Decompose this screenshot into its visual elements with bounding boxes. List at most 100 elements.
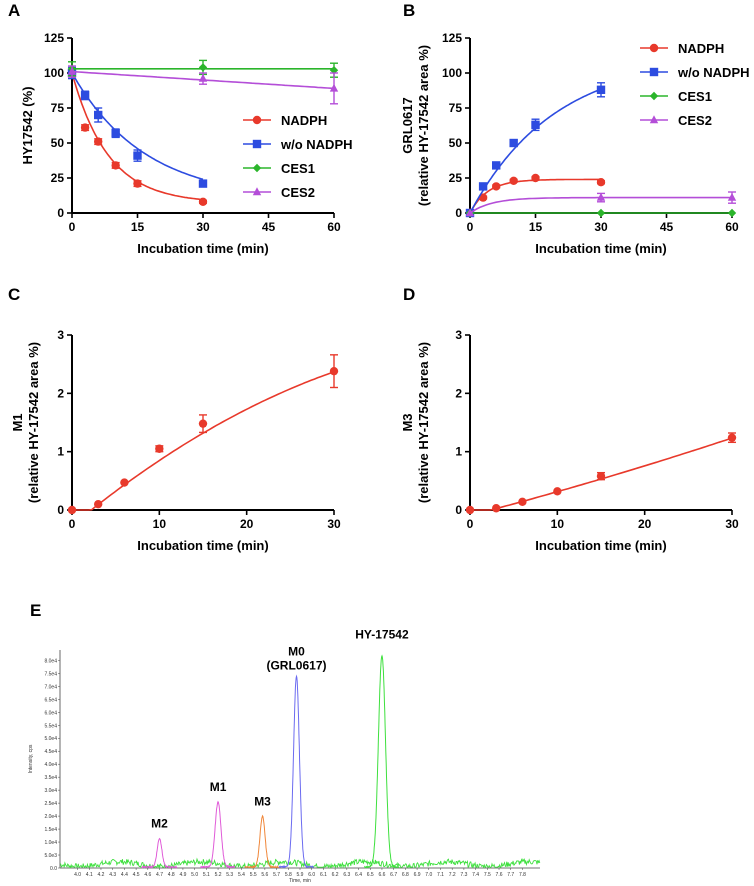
x-tick-label: 5.9 xyxy=(297,872,304,878)
x-tick-label: 30 xyxy=(594,220,608,234)
x-tick-label: 5.4 xyxy=(238,872,245,878)
y-axis-label-sub: (relative HY-17542 area %) xyxy=(26,342,41,503)
x-tick-label: 5.5 xyxy=(250,872,257,878)
x-axis-label: Incubation time (min) xyxy=(137,538,268,553)
legend-label: w/o NADPH xyxy=(677,65,750,80)
legend-label: w/o NADPH xyxy=(280,137,353,152)
x-tick-label: 5.0 xyxy=(191,872,198,878)
y-tick-label: 2 xyxy=(57,386,64,400)
legend-label: NADPH xyxy=(678,41,724,56)
x-tick-label: 0 xyxy=(69,517,76,531)
y-tick-label: 8.0e4 xyxy=(44,658,57,664)
data-point xyxy=(509,138,518,148)
y-axis-label-sub: (relative HY-17542 area %) xyxy=(416,45,431,206)
data-point xyxy=(198,197,208,206)
data-point xyxy=(329,83,339,92)
data-point xyxy=(478,193,488,202)
legend: NADPH w/o NADPH CES1 CES2 xyxy=(243,113,353,200)
y-tick-label: 0 xyxy=(455,503,462,517)
x-tick-label: 4.9 xyxy=(179,872,186,878)
series-m1 xyxy=(67,354,339,515)
x-tick-label: 6.2 xyxy=(332,872,339,878)
x-tick-label: 45 xyxy=(660,220,674,234)
y-tick-label: 3 xyxy=(57,328,64,342)
x-tick-label: 7.0 xyxy=(425,872,432,878)
y-tick-label: 2.0e4 xyxy=(44,814,57,820)
peak-label: M0 xyxy=(288,644,305,658)
x-tick-label: 5.6 xyxy=(261,872,268,878)
y-tick-label: 1 xyxy=(455,445,462,459)
legend-marker xyxy=(649,67,659,77)
data-point xyxy=(596,471,606,481)
peak-label: M3 xyxy=(254,794,271,808)
x-tick-label: 30 xyxy=(327,517,341,531)
x-tick-label: 15 xyxy=(529,220,543,234)
y-tick-label: 100 xyxy=(442,66,462,80)
panel-letter-e: E xyxy=(30,601,41,620)
x-tick-label: 15 xyxy=(131,220,145,234)
legend-label: CES2 xyxy=(281,185,315,200)
peak-trace xyxy=(200,800,236,869)
panel-letter-a: A xyxy=(8,1,20,20)
peak-trace xyxy=(278,674,314,869)
fit-line xyxy=(72,371,335,511)
fit-line xyxy=(469,88,602,214)
panel-e-chromatogram: 0.0 5.0e3 1.0e4 1.5e4 2.0e4 2.5e4 3.0e4 3.5e4 4.… xyxy=(28,627,541,884)
data-point xyxy=(94,110,103,120)
y-tick-label: 3 xyxy=(455,328,462,342)
y-tick-label: 6.5e4 xyxy=(44,697,57,703)
peak-m0: M0(GRL0617) xyxy=(266,644,327,869)
y-tick-label: 7.0e4 xyxy=(44,684,57,690)
y-tick-label: 50 xyxy=(51,136,65,150)
legend-label: CES1 xyxy=(281,161,315,176)
x-tick-label: 30 xyxy=(196,220,210,234)
x-tick-label: 5.7 xyxy=(273,872,280,878)
peak-hy-17542: HY-17542 xyxy=(355,627,409,869)
data-point xyxy=(67,66,77,75)
y-axis-label: HY17542 (%) xyxy=(20,86,35,164)
x-tick-label: 7.1 xyxy=(437,872,444,878)
data-point xyxy=(111,129,120,138)
series-nadph xyxy=(67,68,208,206)
x-tick-label: 4.6 xyxy=(144,872,151,878)
legend-marker xyxy=(252,163,262,173)
x-tick-label: 7.3 xyxy=(460,872,467,878)
x-tick-label: 20 xyxy=(240,517,254,531)
peak-label-sub: (GRL0617) xyxy=(266,658,326,672)
y-tick-label: 75 xyxy=(51,101,65,115)
x-tick-label: 0 xyxy=(467,517,474,531)
x-tick-label: 7.2 xyxy=(449,872,456,878)
x-tick-label: 6.4 xyxy=(355,872,362,878)
data-point xyxy=(509,176,518,185)
x-tick-label: 60 xyxy=(725,220,739,234)
panel-b-chart: 0 25 50 75 100 125 0 15 30 45 60 Incubation time (m… xyxy=(400,31,750,256)
data-point xyxy=(492,161,501,170)
y-tick-label: 3.0e4 xyxy=(44,788,57,794)
peak-m2: M2 xyxy=(141,816,178,870)
x-tick-label: 4.0 xyxy=(74,872,81,878)
data-point xyxy=(111,161,120,170)
legend-label: CES1 xyxy=(678,89,712,104)
data-point xyxy=(518,497,527,507)
x-tick-label: 4.4 xyxy=(121,872,128,878)
x-tick-label: 7.8 xyxy=(519,872,526,878)
x-tick-label: 6.1 xyxy=(320,872,327,878)
y-tick-label: 5.5e4 xyxy=(44,723,57,729)
series-ces1 xyxy=(465,208,737,218)
legend-marker xyxy=(252,115,262,125)
data-point xyxy=(329,366,339,376)
x-tick-label: 60 xyxy=(327,220,341,234)
x-tick-label: 10 xyxy=(551,517,565,531)
y-tick-label: 100 xyxy=(44,66,64,80)
data-point xyxy=(531,173,540,183)
series-m3 xyxy=(465,432,737,515)
peak-label: M1 xyxy=(210,780,227,794)
y-tick-label: 0 xyxy=(57,503,64,517)
data-point xyxy=(596,192,606,201)
x-tick-label: 6.7 xyxy=(390,872,397,878)
data-point xyxy=(80,123,90,132)
peak-m3: M3 xyxy=(244,794,281,869)
y-axis-label: M3 xyxy=(400,413,415,431)
x-axis-label: Time, min xyxy=(289,878,311,884)
